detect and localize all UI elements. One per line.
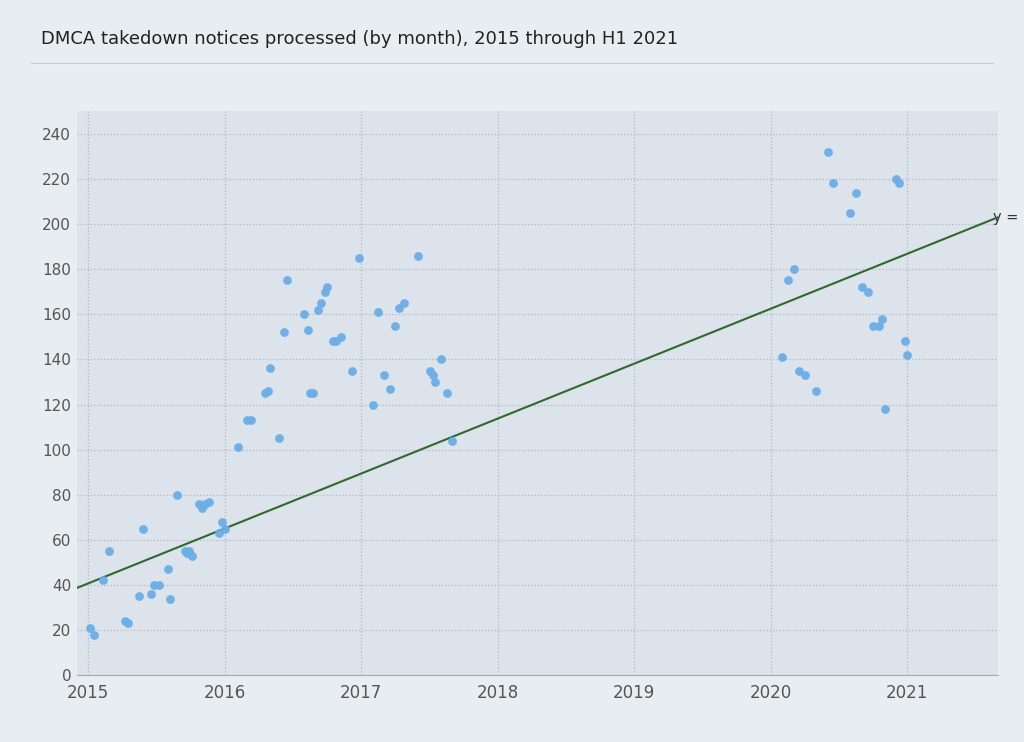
Point (198, 498, 214, 510)
Point (100, 545, 117, 557)
Point (848, 186, 864, 198)
Point (262, 363, 279, 375)
Point (433, 353, 450, 365)
Point (421, 365, 437, 377)
Point (318, 281, 335, 293)
Point (194, 502, 210, 514)
Point (240, 414, 256, 426)
Point (410, 250, 426, 262)
Point (382, 383, 398, 395)
Point (134, 522, 151, 534)
Point (117, 615, 133, 627)
Point (214, 516, 230, 528)
Point (888, 173, 904, 185)
Point (899, 349, 915, 361)
Point (351, 252, 368, 264)
Point (181, 545, 198, 557)
Point (427, 376, 443, 388)
Point (271, 433, 288, 444)
Point (325, 335, 341, 347)
Point (302, 387, 318, 399)
Point (870, 320, 887, 332)
Point (95, 574, 112, 586)
Text: DMCA takedown notices processed (by month), 2015 through H1 2021: DMCA takedown notices processed (by mont… (41, 30, 678, 47)
Point (792, 365, 808, 377)
Point (859, 286, 876, 298)
Point (300, 324, 316, 336)
Point (370, 306, 386, 318)
Point (825, 177, 842, 189)
Point (296, 309, 312, 321)
Point (169, 489, 185, 501)
Point (230, 441, 247, 453)
Text: y = 2.03x + 40.7: y = 2.03x + 40.7 (992, 210, 1024, 225)
Point (874, 313, 891, 325)
Point (819, 146, 836, 158)
Point (313, 297, 330, 309)
Point (785, 263, 802, 275)
Point (243, 414, 259, 426)
Point (774, 351, 791, 363)
Point (211, 527, 227, 539)
Point (162, 593, 178, 605)
Point (160, 563, 176, 575)
Point (891, 177, 907, 189)
Point (305, 387, 322, 399)
Point (396, 297, 413, 309)
Point (142, 588, 159, 600)
Point (843, 207, 859, 219)
Point (280, 275, 296, 286)
Point (201, 496, 217, 508)
Point (328, 335, 344, 347)
Point (86, 628, 102, 640)
Point (120, 617, 136, 629)
Point (779, 275, 796, 286)
Point (316, 286, 333, 298)
Point (376, 370, 392, 381)
Point (365, 398, 381, 410)
Point (425, 370, 441, 381)
Point (146, 579, 163, 591)
Point (444, 435, 461, 447)
Point (82, 622, 98, 634)
Point (877, 403, 893, 415)
Point (390, 301, 407, 313)
Point (216, 522, 232, 534)
Point (260, 385, 276, 397)
Point (344, 365, 360, 377)
Point (179, 548, 196, 559)
Point (256, 387, 272, 399)
Point (797, 370, 813, 381)
Point (151, 579, 167, 591)
Point (131, 591, 147, 603)
Point (183, 550, 200, 562)
Point (333, 331, 349, 343)
Point (177, 545, 194, 557)
Point (310, 304, 327, 316)
Point (808, 385, 824, 397)
Point (275, 326, 292, 338)
Point (438, 387, 455, 399)
Point (897, 335, 913, 347)
Point (190, 498, 207, 510)
Point (387, 320, 403, 332)
Point (854, 281, 870, 293)
Point (865, 320, 882, 332)
